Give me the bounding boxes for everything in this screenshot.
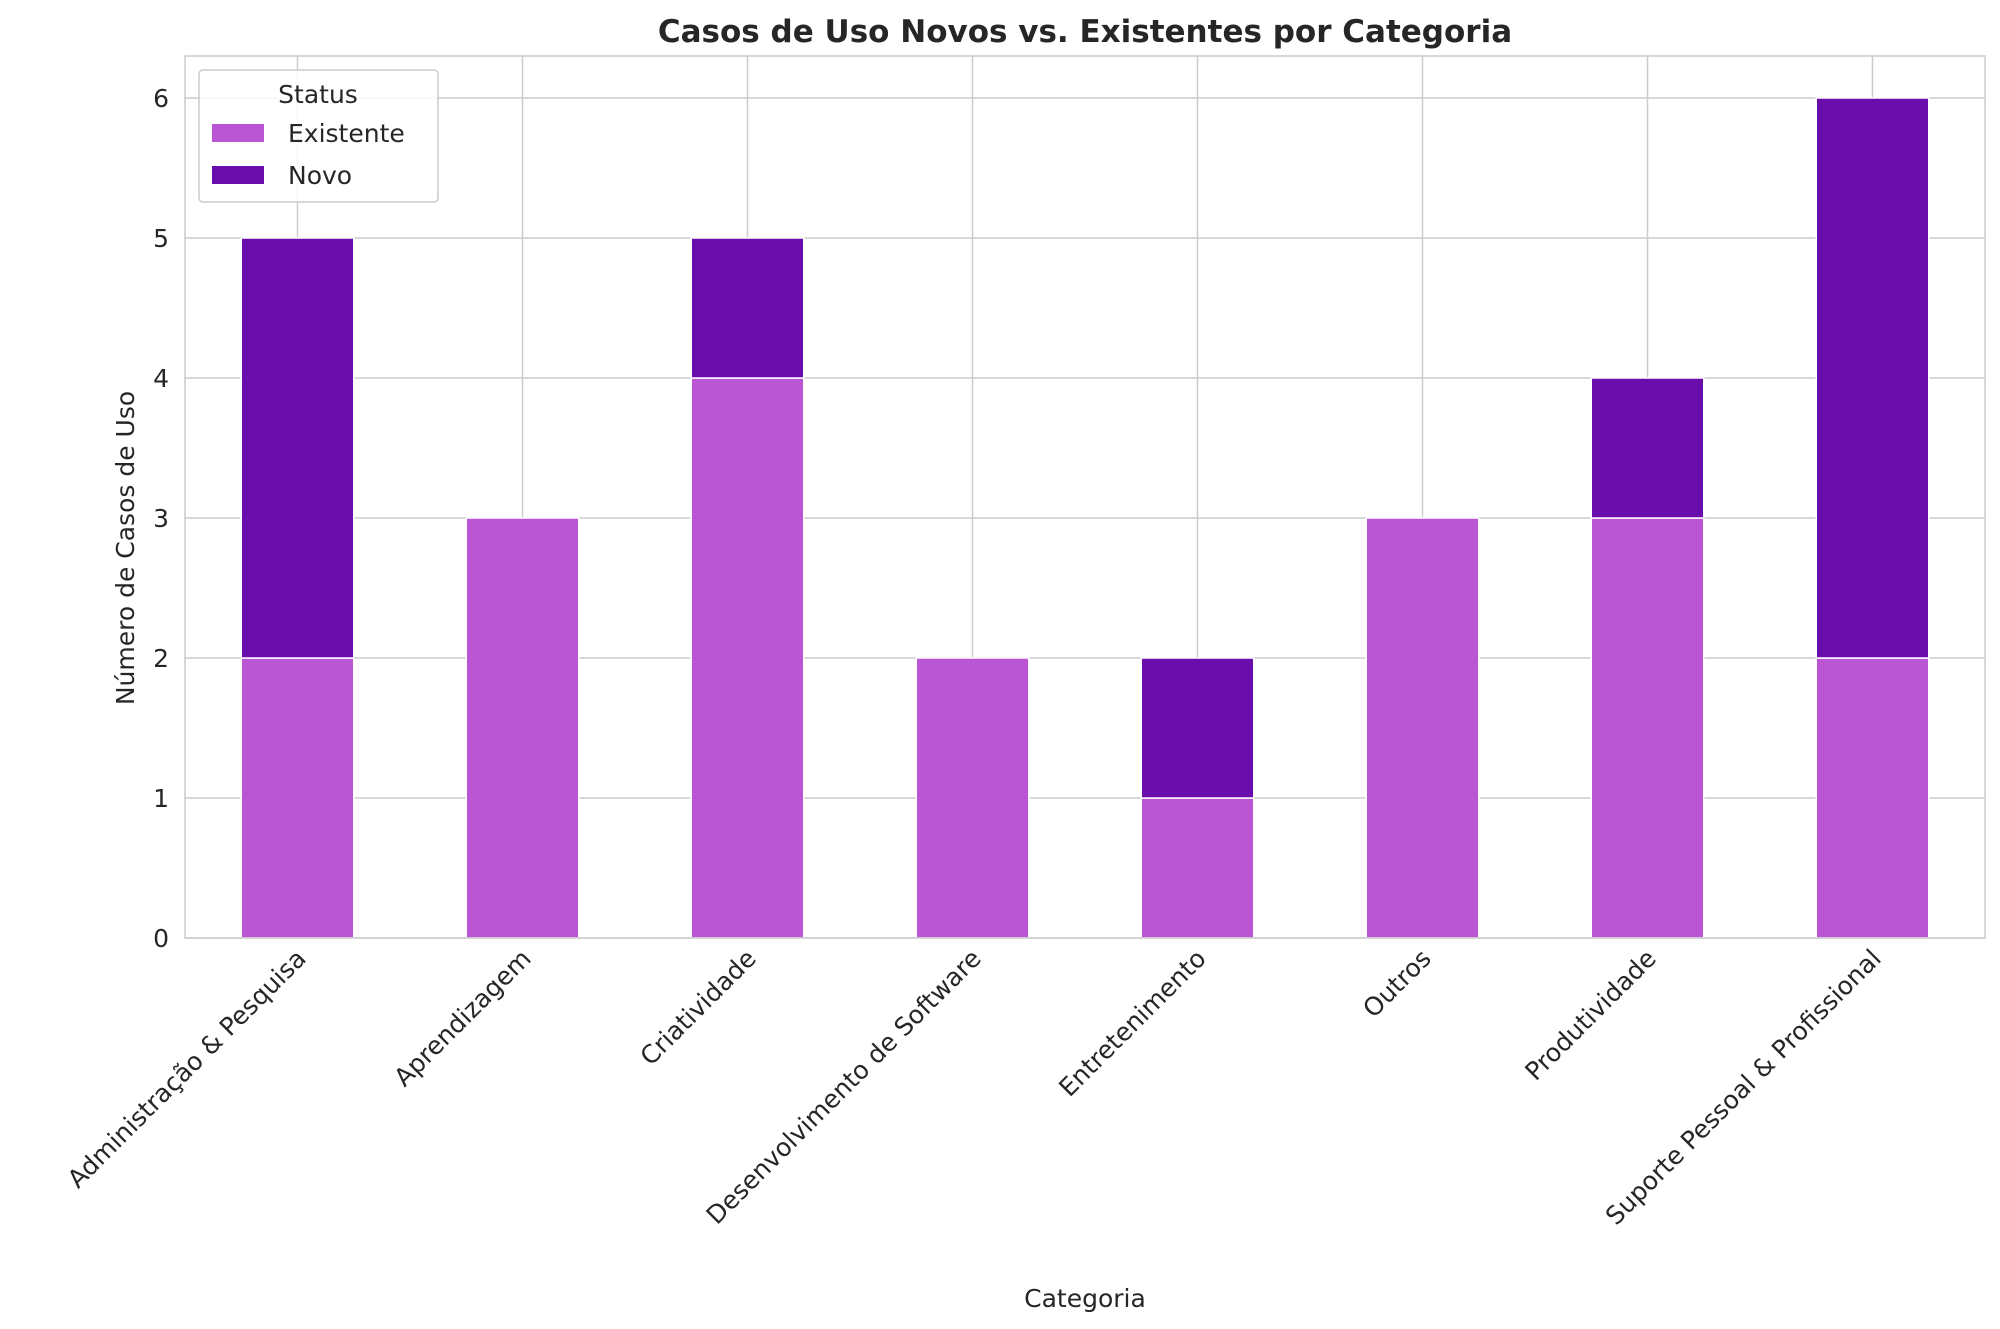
y-axis-label: Número de Casos de Uso (111, 391, 140, 705)
legend-swatch-existente (212, 124, 264, 142)
chart-title: Casos de Uso Novos vs. Existentes por Ca… (658, 14, 1512, 50)
bar-existente (240, 657, 355, 939)
y-tick-label: 1 (153, 784, 169, 813)
legend: Status Existente Novo (198, 69, 439, 203)
y-tick-label: 5 (153, 224, 169, 253)
legend-label-existente: Existente (288, 119, 405, 148)
bar-existente (690, 377, 805, 939)
y-tick-label: 3 (153, 504, 169, 533)
bars (240, 97, 1930, 939)
bar-novo (1815, 97, 1930, 659)
bar-existente (1140, 797, 1255, 939)
bar-existente (465, 517, 580, 939)
plot-frame (184, 55, 1986, 939)
bar-novo (240, 237, 355, 659)
bar-existente (1590, 517, 1705, 939)
y-tick-label: 4 (153, 364, 169, 393)
bar-novo (1590, 377, 1705, 519)
bar-existente (1365, 517, 1480, 939)
y-tick-label: 2 (153, 644, 169, 673)
bar-novo (1140, 657, 1255, 799)
legend-swatch-novo (212, 166, 264, 184)
bar-existente (1815, 657, 1930, 939)
y-tick-label: 0 (153, 924, 169, 953)
bar-novo (690, 237, 805, 379)
x-axis-label: Categoria (1024, 1284, 1146, 1313)
legend-label-novo: Novo (288, 161, 352, 190)
bar-existente (915, 657, 1030, 939)
legend-title: Status (278, 80, 358, 109)
y-tick-label: 6 (153, 84, 169, 113)
